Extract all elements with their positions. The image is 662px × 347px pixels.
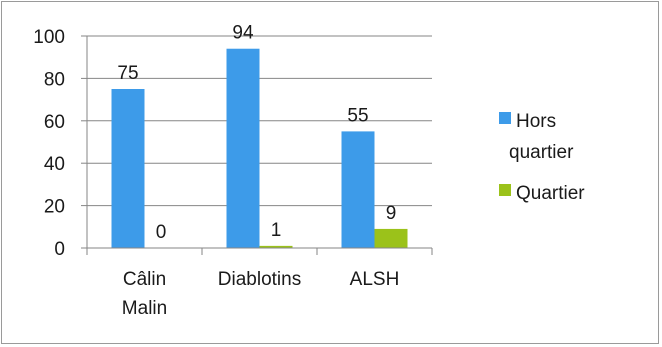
y-tick-label: 20 bbox=[44, 197, 65, 218]
data-label: 1 bbox=[271, 220, 282, 241]
legend-swatch bbox=[499, 184, 511, 196]
y-tick-label: 100 bbox=[33, 27, 65, 48]
x-category-label: Malin bbox=[122, 298, 167, 319]
x-category-label: ALSH bbox=[350, 269, 400, 290]
y-tick-label: 80 bbox=[44, 69, 65, 90]
y-tick-label: 40 bbox=[44, 154, 65, 175]
data-label: 0 bbox=[156, 222, 167, 243]
data-label: 9 bbox=[386, 203, 397, 224]
x-category-label: Diablotins bbox=[218, 269, 301, 290]
legend-label: Hors bbox=[516, 111, 556, 132]
bar bbox=[111, 89, 145, 248]
labels: 0 20 40 60 80 100 75 0 Câlin Malin 94 1 Diablotins 55… bbox=[33, 23, 399, 319]
legend-label: Quartier bbox=[516, 183, 585, 204]
bar bbox=[341, 131, 375, 248]
legend-swatch bbox=[499, 112, 511, 124]
data-label: 55 bbox=[347, 105, 368, 126]
axes bbox=[81, 35, 433, 255]
data-label: 94 bbox=[232, 23, 254, 44]
x-category-label: Câlin bbox=[123, 269, 166, 290]
legend-label: quartier bbox=[509, 142, 574, 163]
bar bbox=[374, 228, 408, 248]
y-tick-label: 0 bbox=[54, 239, 65, 260]
bar bbox=[259, 245, 293, 248]
bars bbox=[111, 48, 408, 248]
legend: Hors quartier Quartier bbox=[499, 111, 585, 204]
data-label: 75 bbox=[117, 63, 138, 84]
bar bbox=[226, 48, 260, 248]
y-tick-label: 60 bbox=[44, 112, 65, 133]
